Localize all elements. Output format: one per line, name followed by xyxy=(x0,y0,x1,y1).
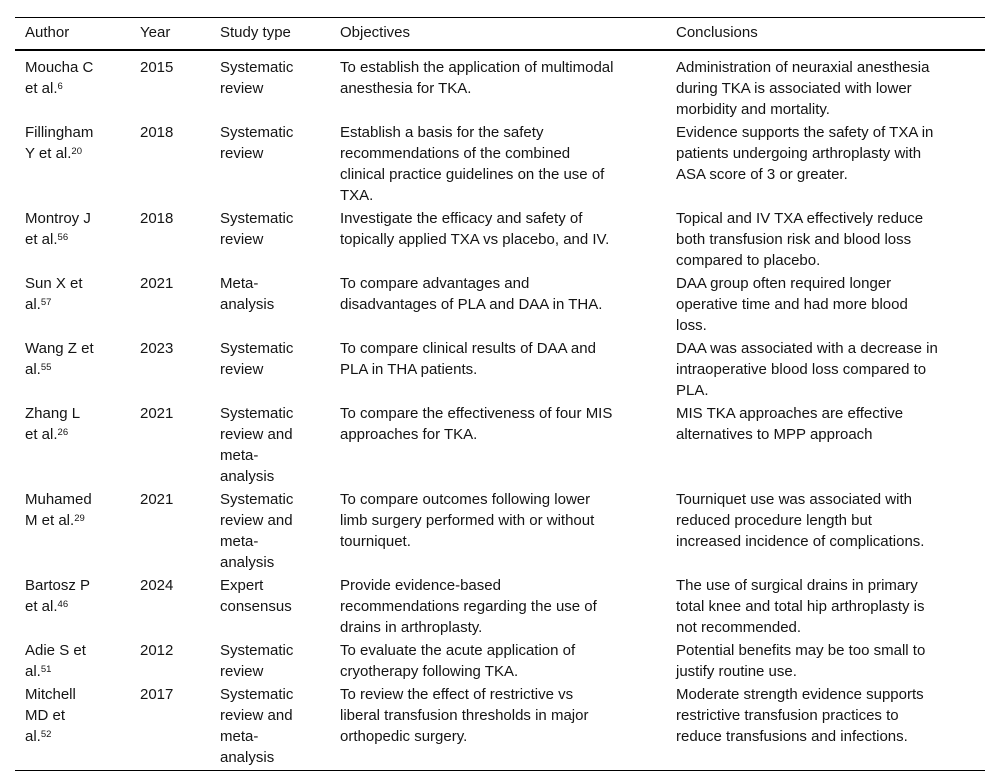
reference-superscript: 29 xyxy=(74,512,85,524)
conclusions-cell: The use of surgical drains in primary to… xyxy=(676,577,925,636)
objectives-cell: To compare clinical results of DAA and P… xyxy=(340,340,596,378)
author-cell: Zhang L et al.26 xyxy=(15,403,140,489)
table-row: Moucha C et al.6 2015 Systematic review … xyxy=(15,50,985,122)
study-type-cell: Systematic review and meta-analysis xyxy=(220,686,294,766)
table-body: Moucha C et al.6 2015 Systematic review … xyxy=(15,50,985,771)
author-cell: Sun X et al.57 xyxy=(15,273,140,338)
study-type-cell: Systematic review xyxy=(220,340,294,378)
year-cell: 2023 xyxy=(140,340,174,357)
objectives-cell: To compare outcomes following lower limb… xyxy=(340,491,595,550)
conclusions-cell: MIS TKA approaches are effective alterna… xyxy=(676,405,904,443)
author-cell: Wang Z et al.55 xyxy=(15,338,140,403)
column-header-objectives: Objectives xyxy=(340,17,676,51)
author-cell: Montroy J et al.56 xyxy=(15,208,140,273)
author-name: Montroy J et al. xyxy=(25,210,91,248)
study-type-cell: Systematic review xyxy=(220,59,294,97)
table-row: Montroy J et al.56 2018 Systematic revie… xyxy=(15,208,985,273)
objectives-cell: To compare advantages and disadvantages … xyxy=(340,275,603,313)
author-cell: Adie S et al.51 xyxy=(15,640,140,684)
study-type-cell: Systematic review xyxy=(220,210,294,248)
author-name: Zhang L et al. xyxy=(25,405,80,443)
column-header-author: Author xyxy=(15,17,140,51)
author-cell: Mitchell MD et al.52 xyxy=(15,684,140,771)
table-row: Adie S et al.51 2012 Systematic review T… xyxy=(15,640,985,684)
study-type-cell: Expert consensus xyxy=(220,577,292,615)
objectives-cell: To review the effect of restrictive vs l… xyxy=(340,686,589,745)
year-cell: 2012 xyxy=(140,642,174,659)
conclusions-cell: DAA was associated with a decrease in in… xyxy=(676,340,938,399)
author-name: Adie S et al. xyxy=(25,642,86,680)
conclusions-cell: Moderate strength evidence supports rest… xyxy=(676,686,924,745)
conclusions-cell: Tourniquet use was associated with reduc… xyxy=(676,491,925,550)
year-cell: 2024 xyxy=(140,577,174,594)
objectives-cell: To evaluate the acute application of cry… xyxy=(340,642,576,680)
studies-table: Author Year Study type Objectives Conclu… xyxy=(15,17,985,771)
reference-superscript: 51 xyxy=(40,663,52,675)
table-row: Sun X et al.57 2021 Meta-analysis To com… xyxy=(15,273,985,338)
table-row: Muhamed M et al.29 2021 Systematic revie… xyxy=(15,489,985,575)
author-cell: Bartosz P et al.46 xyxy=(15,575,140,640)
table-row: Mitchell MD et al.52 2017 Systematic rev… xyxy=(15,684,985,771)
objectives-cell: To compare the effectiveness of four MIS… xyxy=(340,405,613,443)
conclusions-cell: Evidence supports the safety of TXA in p… xyxy=(676,124,934,183)
column-header-conclusions: Conclusions xyxy=(676,17,985,51)
objectives-cell: Provide evidence-based recommendations r… xyxy=(340,577,597,636)
table-row: Fillingham Y et al.20 2018 Systematic re… xyxy=(15,122,985,208)
year-cell: 2018 xyxy=(140,124,174,141)
study-type-cell: Systematic review and meta-analysis xyxy=(220,405,294,485)
author-name: Mitchell MD et al. xyxy=(25,686,76,745)
column-header-year: Year xyxy=(140,17,220,51)
year-cell: 2015 xyxy=(140,59,174,76)
conclusions-cell: DAA group often required longer operativ… xyxy=(676,275,908,334)
column-header-study-type: Study type xyxy=(220,17,340,51)
author-name: Bartosz P et al. xyxy=(25,577,90,615)
reference-superscript: 26 xyxy=(57,426,69,438)
year-cell: 2021 xyxy=(140,405,174,422)
table-row: Wang Z et al.55 2023 Systematic review T… xyxy=(15,338,985,403)
author-name: Sun X et al. xyxy=(25,275,83,313)
table-header: Author Year Study type Objectives Conclu… xyxy=(15,17,985,51)
author-name: Wang Z et al. xyxy=(25,340,94,378)
author-cell: Muhamed M et al.29 xyxy=(15,489,140,575)
author-cell: Fillingham Y et al.20 xyxy=(15,122,140,208)
study-type-cell: Systematic review xyxy=(220,124,294,162)
study-type-cell: Systematic review xyxy=(220,642,294,680)
author-cell: Moucha C et al.6 xyxy=(15,50,140,122)
author-name: Fillingham Y et al. xyxy=(25,124,94,162)
reference-superscript: 20 xyxy=(71,145,82,157)
year-cell: 2017 xyxy=(140,686,174,703)
header-row: Author Year Study type Objectives Conclu… xyxy=(15,17,985,51)
year-cell: 2018 xyxy=(140,210,174,227)
reference-superscript: 52 xyxy=(40,728,52,740)
reference-superscript: 55 xyxy=(40,361,52,373)
conclusions-cell: Potential benefits may be too small to j… xyxy=(676,642,926,680)
objectives-cell: To establish the application of multimod… xyxy=(340,59,614,97)
reference-superscript: 46 xyxy=(57,598,69,610)
table-row: Zhang L et al.26 2021 Systematic review … xyxy=(15,403,985,489)
conclusions-cell: Administration of neuraxial anesthesia d… xyxy=(676,59,930,118)
objectives-cell: Establish a basis for the safety recomme… xyxy=(340,124,605,204)
conclusions-cell: Topical and IV TXA effectively reduce bo… xyxy=(676,210,924,269)
reference-superscript: 57 xyxy=(40,296,52,308)
study-type-cell: Systematic review and meta-analysis xyxy=(220,491,294,571)
reference-superscript: 56 xyxy=(57,231,69,243)
year-cell: 2021 xyxy=(140,491,174,508)
table-row: Bartosz P et al.46 2024 Expert consensus… xyxy=(15,575,985,640)
year-cell: 2021 xyxy=(140,275,174,292)
objectives-cell: Investigate the efficacy and safety of t… xyxy=(340,210,610,248)
study-type-cell: Meta-analysis xyxy=(220,275,275,313)
reference-superscript: 6 xyxy=(57,80,63,92)
author-name: Muhamed M et al. xyxy=(25,491,92,529)
author-name: Moucha C et al. xyxy=(25,59,94,97)
paper-page: Author Year Study type Objectives Conclu… xyxy=(0,17,1000,783)
